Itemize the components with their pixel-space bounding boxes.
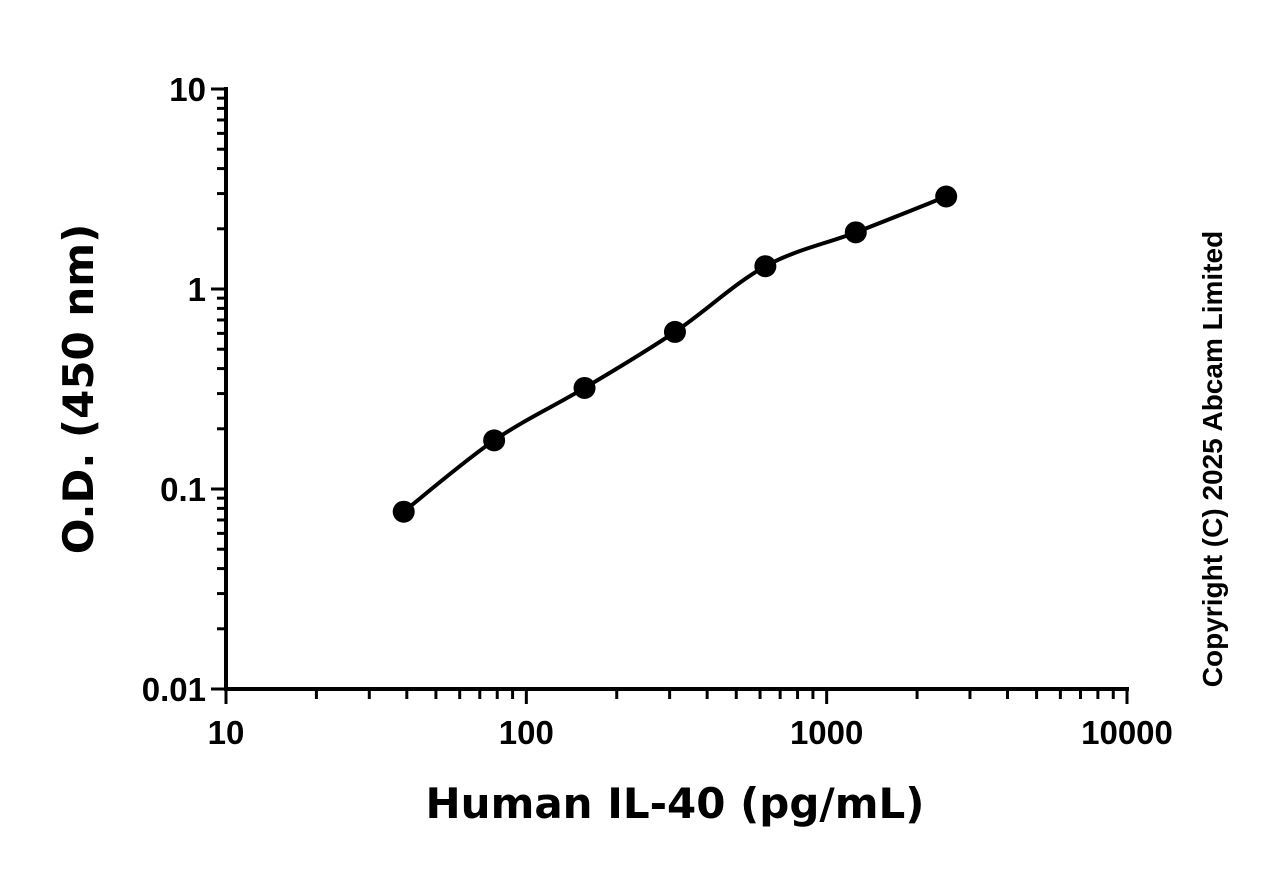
fit-curve-layer [402, 194, 947, 514]
x-tick-label: 1000 [790, 714, 863, 751]
data-point [935, 185, 958, 208]
y-tick-label: 0.01 [142, 671, 206, 708]
x-tick-label: 10000 [1081, 714, 1173, 751]
x-axis-title: Human IL-40 (pg/mL) [426, 779, 925, 828]
fit-curve [402, 194, 947, 514]
copyright-notice: Copyright (C) 2025 Abcam Limited [1197, 231, 1228, 687]
y-axis-title: O.D. (450 nm) [54, 224, 103, 555]
data-point [663, 320, 686, 343]
y-tick-label: 0.1 [160, 471, 206, 508]
data-points-layer [392, 185, 958, 523]
data-point [483, 429, 506, 452]
data-point [754, 255, 777, 278]
y-tick-label: 10 [169, 71, 206, 108]
y-tick-label: 1 [188, 271, 206, 308]
axis-ticks [211, 87, 1129, 704]
data-point [844, 221, 867, 244]
tick-labels: 10 100 1000 10000 0.01 0.1 1 10 [142, 71, 1173, 751]
data-point [573, 376, 596, 399]
data-point [392, 500, 415, 523]
x-tick-label: 100 [499, 714, 554, 751]
x-tick-label: 10 [208, 714, 245, 751]
axes [224, 87, 1129, 691]
